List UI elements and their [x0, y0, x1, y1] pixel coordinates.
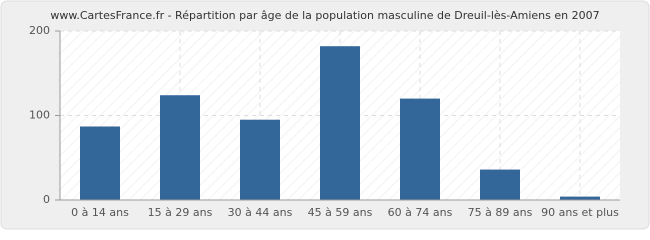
x-tick-label: 45 à 59 ans	[308, 206, 373, 219]
bar	[400, 98, 440, 200]
x-tick-label: 15 à 29 ans	[148, 206, 213, 219]
x-tick-label: 90 ans et plus	[541, 206, 619, 219]
x-tick-label: 30 à 44 ans	[228, 206, 293, 219]
bar	[560, 196, 600, 200]
y-tick-label: 100	[29, 109, 50, 122]
bar	[240, 119, 280, 200]
y-tick-label: 200	[29, 24, 50, 37]
x-tick-label: 0 à 14 ans	[71, 206, 129, 219]
x-tick-label: 60 à 74 ans	[388, 206, 453, 219]
bar	[80, 126, 120, 200]
bar	[320, 46, 360, 201]
bar	[160, 95, 200, 200]
chart: www.CartesFrance.fr - Répartition par âg…	[0, 0, 650, 230]
y-tick-label: 0	[43, 193, 50, 206]
bar	[480, 169, 520, 200]
chart-title: www.CartesFrance.fr - Répartition par âg…	[50, 9, 599, 22]
x-tick-label: 75 à 89 ans	[468, 206, 533, 219]
